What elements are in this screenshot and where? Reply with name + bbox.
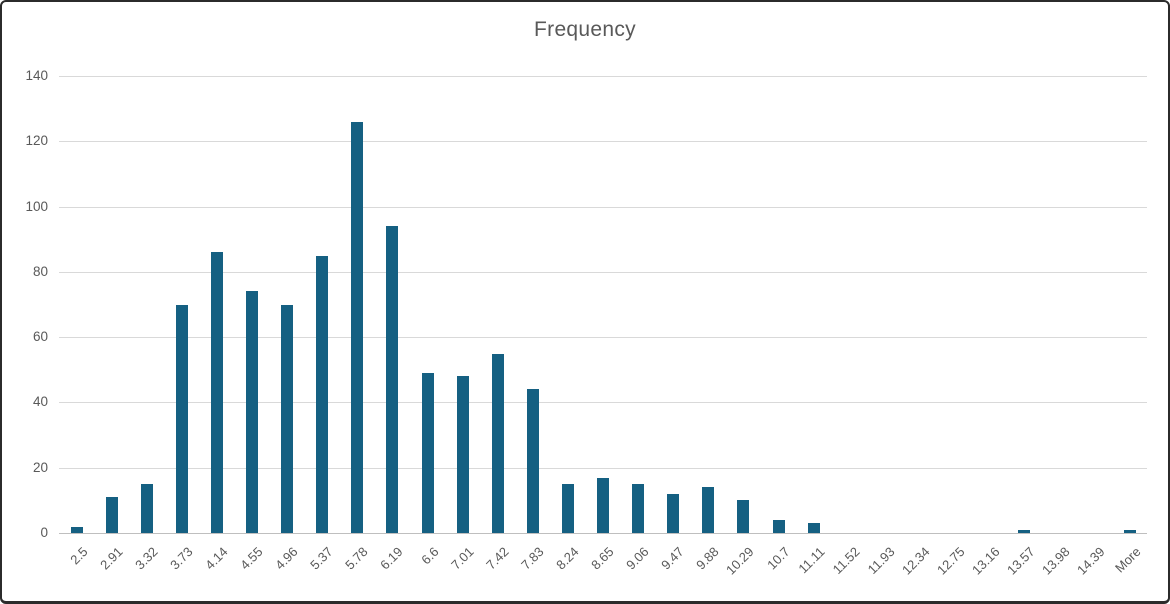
y-tick-label: 120: [25, 133, 48, 149]
x-tick-label: 5.78: [342, 544, 371, 573]
x-tick-label: 9.06: [623, 544, 652, 573]
y-tick-label: 100: [25, 198, 48, 214]
bar-3.73: [175, 304, 188, 533]
x-tick-label: 12.34: [898, 544, 933, 578]
x-tick-label: 13.98: [1039, 544, 1073, 578]
x-tick-label: 2.91: [96, 544, 126, 573]
bar-6.6: [421, 373, 434, 533]
x-tick-label: 12.75: [933, 544, 968, 578]
bar-8.24: [561, 484, 574, 533]
x-tick-label: 14.39: [1074, 544, 1108, 578]
x-tick-label: 4.96: [272, 544, 301, 573]
gridline: [59, 402, 1147, 404]
x-tick-label: 7.01: [447, 544, 477, 573]
x-tick-label: 5.37: [307, 544, 336, 573]
x-tick-label: 11.52: [829, 544, 863, 577]
bar-4.14: [210, 252, 223, 533]
bar-More: [1123, 529, 1136, 533]
bar-10.29: [737, 500, 750, 533]
x-tick-label: 10.29: [723, 544, 757, 578]
bar-11.11: [807, 523, 820, 533]
x-tick-label: 9.88: [693, 544, 722, 573]
x-tick-label: 3.32: [131, 544, 161, 573]
x-tick-label: 10.7: [763, 544, 793, 573]
gridline: [59, 271, 1147, 273]
y-tick-label: 40: [32, 394, 48, 410]
y-tick-label: 20: [32, 459, 48, 475]
y-tick-label: 0: [40, 525, 48, 540]
x-tick-label: 3.73: [166, 544, 196, 573]
gridline: [59, 206, 1147, 208]
bar-13.57: [1018, 529, 1031, 533]
x-tick-label: 6.6: [417, 544, 442, 568]
bar-4.96: [281, 304, 294, 533]
gridline: [59, 467, 1147, 469]
x-tick-label: 11.93: [864, 544, 898, 577]
y-tick-label: 140: [25, 68, 48, 83]
bar-6.19: [386, 226, 399, 533]
x-tick-label: 13.16: [969, 544, 1003, 578]
bar-5.78: [351, 121, 364, 533]
bar-2.91: [105, 497, 118, 533]
x-tick-label: 2.5: [66, 544, 91, 568]
bar-10.7: [772, 519, 785, 533]
x-tick-label: 13.57: [1004, 544, 1038, 578]
x-axis-line: [59, 533, 1147, 534]
bar-9.06: [632, 484, 645, 533]
x-tick-label: 4.14: [201, 544, 231, 573]
x-tick-label: 7.42: [482, 544, 512, 573]
y-tick-label: 80: [32, 263, 48, 279]
bar-9.47: [667, 493, 680, 533]
x-tick-label: 6.19: [377, 544, 406, 573]
x-tick-label: 7.83: [517, 544, 547, 573]
x-tick-label: 4.55: [237, 544, 266, 573]
chart-title: Frequency: [534, 18, 636, 41]
plot-area: [59, 76, 1147, 534]
y-axis-labels: 0 20 40 60 80 100 120 140: [2, 68, 48, 540]
bar-9.88: [702, 487, 715, 533]
bar-3.32: [140, 484, 153, 533]
bar-7.01: [456, 376, 469, 533]
bar-8.65: [597, 477, 609, 533]
bar-2.5: [70, 526, 83, 533]
bar-5.37: [316, 255, 329, 533]
x-tick-label: More: [1111, 544, 1144, 576]
x-tick-label: 8.65: [588, 544, 617, 573]
gridline: [59, 76, 1147, 77]
x-axis-labels: 2.5 2.91 3.32 3.73 4.14 4.55 4.96 5.37 5.78 6.19 6…: [59, 544, 1147, 601]
gridline: [59, 337, 1147, 339]
bar-7.42: [491, 353, 504, 533]
x-tick-label: 9.47: [658, 544, 687, 573]
y-tick-label: 60: [32, 329, 48, 345]
x-tick-label: 11.11: [794, 544, 828, 577]
bar-4.55: [246, 291, 258, 533]
gridline: [59, 141, 1147, 143]
bar-7.83: [526, 389, 539, 533]
x-tick-label: 8.24: [552, 544, 582, 573]
